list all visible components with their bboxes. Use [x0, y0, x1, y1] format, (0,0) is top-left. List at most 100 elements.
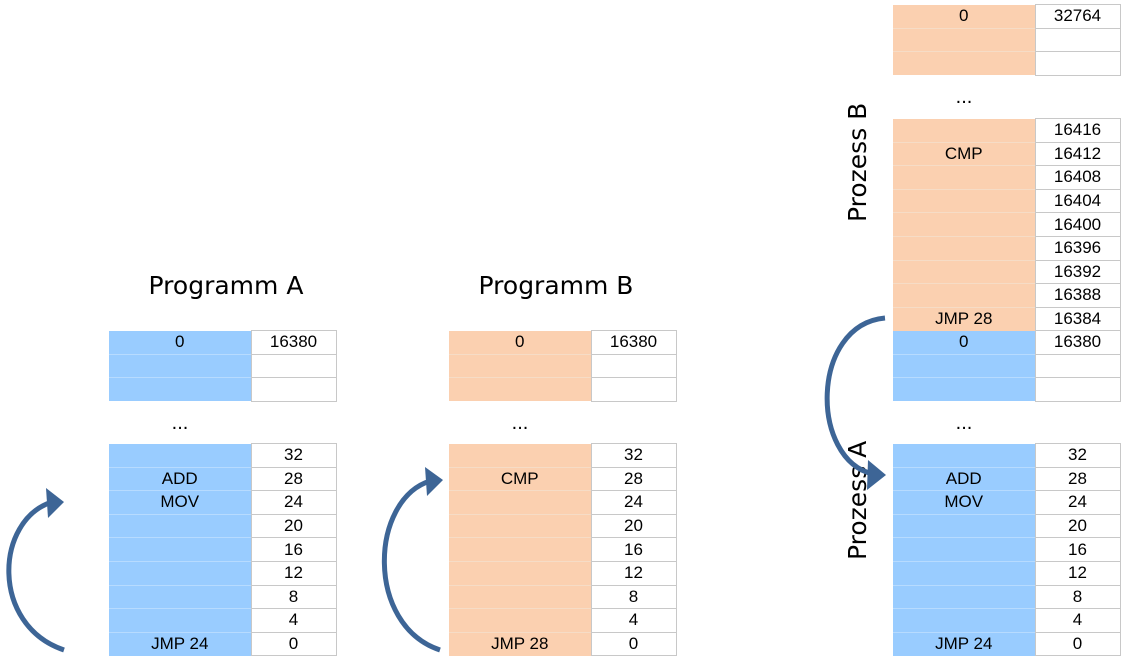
program-b-ellipsis: ... — [511, 412, 529, 434]
memory-row: 16408 — [893, 165, 1121, 190]
address-cell — [590, 353, 677, 379]
address-cell: 32 — [590, 443, 677, 468]
address-cell: 20 — [1034, 513, 1121, 539]
memory-row: CMP 16412 — [893, 141, 1121, 167]
address-cell: 24 — [590, 490, 677, 515]
memory-row: 8 — [109, 584, 337, 610]
instruction-cell — [893, 235, 1035, 261]
address-cell: 16400 — [1034, 212, 1121, 237]
memory-row: MOV 24 — [893, 490, 1121, 515]
address-cell — [250, 377, 337, 402]
memory-row: 16416 — [893, 118, 1121, 143]
instruction-cell — [893, 212, 1035, 237]
address-cell: 16396 — [1034, 235, 1121, 261]
address-cell: 28 — [250, 466, 337, 492]
program-b-title: Programm B — [478, 271, 634, 300]
address-cell: 24 — [250, 490, 337, 515]
address-cell: 16408 — [1034, 165, 1121, 190]
address-cell: 28 — [590, 466, 677, 492]
address-cell: 16416 — [1034, 118, 1121, 143]
memory-row: ADD 28 — [893, 466, 1121, 492]
instruction-cell — [893, 608, 1035, 633]
address-cell: 28 — [1034, 466, 1121, 492]
instruction-cell — [893, 584, 1035, 609]
instruction-cell: MOV — [109, 490, 251, 515]
instruction-cell — [109, 353, 251, 378]
process-b-table: 16416 CMP 16412 16408 16404 16400 16396 16392 16… — [893, 118, 1121, 332]
memory-row: 16400 — [893, 212, 1121, 237]
memory-row: 24 — [449, 490, 677, 515]
memory-row: MOV 24 — [109, 490, 337, 515]
program-a-title: Programm A — [148, 271, 304, 300]
memory-row: 0 16380 — [893, 330, 1121, 355]
address-cell: 20 — [250, 513, 337, 539]
address-cell — [250, 353, 337, 379]
address-cell — [590, 377, 677, 402]
instruction-cell — [449, 560, 591, 586]
instruction-cell: 0 — [109, 330, 251, 355]
instruction-cell: 0 — [449, 330, 591, 355]
memory-row: JMP 28 16384 — [893, 306, 1121, 332]
instruction-cell — [893, 513, 1035, 538]
address-cell: 12 — [1034, 560, 1121, 586]
instruction-cell — [893, 353, 1035, 378]
program-a-jump-arrow — [6, 488, 65, 653]
memory-row — [449, 377, 677, 402]
address-cell: 8 — [590, 584, 677, 610]
memory-row: 0 16380 — [109, 330, 337, 355]
address-cell: 0 — [250, 631, 337, 657]
memory-row: 32 — [893, 443, 1121, 468]
address-cell: 8 — [250, 584, 337, 610]
program-a-ellipsis: ... — [171, 412, 189, 434]
instruction-cell: 0 — [893, 4, 1035, 29]
memory-row: 12 — [109, 560, 337, 586]
memory-row: 20 — [893, 513, 1121, 539]
instruction-cell — [893, 118, 1035, 143]
instruction-cell — [109, 443, 251, 468]
memory-row — [893, 353, 1121, 379]
instruction-cell — [109, 560, 251, 586]
program-a-bottom-table: 32 ADD 28 MOV 24 20 16 12 8 4 JMP 24 0 — [109, 443, 337, 657]
address-cell: 20 — [590, 513, 677, 539]
memory-row: 12 — [449, 560, 677, 586]
memory-row: CMP 28 — [449, 466, 677, 492]
instruction-cell: CMP — [893, 141, 1035, 166]
memory-row: ADD 28 — [109, 466, 337, 492]
memory-ellipsis-lower: ... — [955, 412, 973, 434]
address-cell — [1034, 377, 1121, 402]
address-cell — [1034, 353, 1121, 379]
instruction-cell — [893, 443, 1035, 468]
memory-row: 16392 — [893, 259, 1121, 285]
address-cell: 12 — [590, 560, 677, 586]
process-b-jump-arrow — [824, 315, 886, 490]
instruction-cell — [893, 51, 1035, 76]
memory-row — [893, 27, 1121, 53]
program-b-jump-arrow — [381, 467, 443, 653]
instruction-cell — [449, 537, 591, 562]
address-cell: 16388 — [1034, 283, 1121, 308]
address-cell: 0 — [590, 631, 677, 657]
instruction-cell: JMP 28 — [449, 631, 591, 656]
address-cell: 32 — [250, 443, 337, 468]
memory-row — [109, 377, 337, 402]
instruction-cell: MOV — [893, 490, 1035, 515]
memory-row — [109, 353, 337, 379]
instruction-cell — [449, 377, 591, 402]
instruction-cell: ADD — [109, 466, 251, 491]
instruction-cell — [449, 584, 591, 609]
instruction-cell — [893, 537, 1035, 562]
memory-row: 0 32764 — [893, 4, 1121, 29]
instruction-cell — [449, 513, 591, 538]
program-b-top-table: 0 16380 — [449, 330, 677, 402]
instruction-cell: JMP 28 — [893, 306, 1035, 331]
instruction-cell: CMP — [449, 466, 591, 491]
instruction-cell — [893, 188, 1035, 213]
instruction-cell — [449, 443, 591, 468]
process-a-table: 32 ADD 28 MOV 24 20 16 12 8 4 JMP 24 0 — [893, 443, 1121, 657]
address-cell: 16380 — [1034, 330, 1121, 355]
address-cell: 16380 — [250, 330, 337, 355]
memory-row: 16396 — [893, 235, 1121, 261]
memory-row: 32 — [449, 443, 677, 468]
program-a-top-table: 0 16380 — [109, 330, 337, 402]
